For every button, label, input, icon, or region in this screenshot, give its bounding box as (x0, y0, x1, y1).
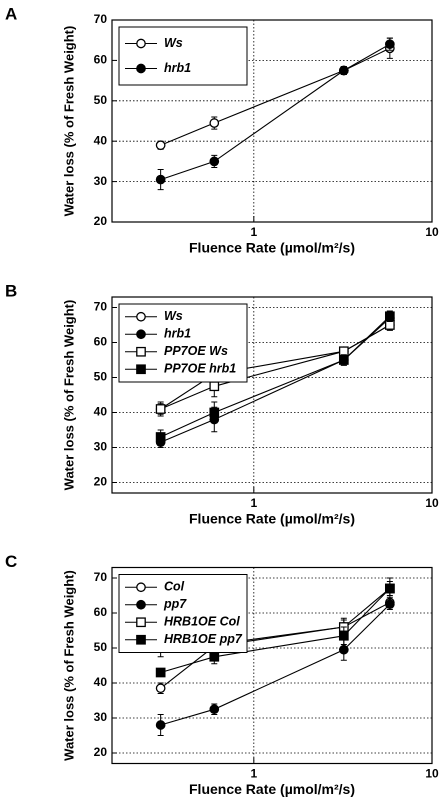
plot-frame (111, 19, 433, 223)
y-tick-label: 20 (94, 745, 108, 759)
legend-marker (136, 346, 146, 357)
y-tick-label: 20 (94, 475, 108, 489)
marker (155, 140, 166, 151)
x-axis-label: Fluence Rate (µmol/m²/s) (189, 511, 355, 527)
legend-marker (136, 38, 146, 49)
y-tick-label: 60 (94, 53, 108, 67)
legend-marker (136, 63, 146, 74)
y-tick-label: 30 (94, 174, 108, 188)
y-tick-label: 50 (94, 640, 108, 654)
marker (384, 311, 395, 322)
marker (384, 599, 395, 610)
y-tick-label: 50 (94, 370, 108, 384)
series-line (160, 43, 391, 181)
legend-label: Ws (164, 36, 183, 50)
plot-frame (111, 566, 433, 765)
y-tick-label: 70 (94, 300, 108, 314)
y-tick-label: 50 (94, 93, 108, 107)
x-tick-label: 10 (425, 496, 439, 510)
legend-marker (136, 329, 146, 340)
x-tick-label: 10 (425, 225, 439, 239)
series-line (160, 47, 391, 146)
legend-label: PP7OE Ws (164, 344, 228, 358)
panel-label: C (5, 552, 17, 571)
y-tick-label: 70 (94, 570, 108, 584)
y-tick-label: 20 (94, 214, 108, 228)
marker (338, 65, 349, 76)
marker (155, 720, 166, 730)
marker (384, 39, 395, 50)
legend-marker (136, 582, 146, 593)
y-tick-label: 40 (94, 675, 108, 689)
x-tick-label: 1 (250, 767, 257, 781)
marker (155, 667, 166, 678)
legend-marker (136, 311, 146, 322)
legend-label: Ws (164, 309, 183, 323)
legend-marker (136, 364, 146, 375)
marker (338, 355, 349, 365)
marker (338, 644, 349, 655)
y-tick-label: 40 (94, 405, 108, 419)
marker (209, 156, 220, 167)
legend-label: HRB1OE Col (164, 615, 240, 629)
legend-marker (136, 599, 146, 610)
x-tick-label: 10 (425, 767, 439, 781)
marker (384, 320, 395, 330)
marker (209, 381, 220, 392)
series-line (160, 602, 391, 689)
marker (155, 683, 166, 694)
legend-label: HRB1OE pp7 (164, 632, 243, 646)
y-tick-label: 30 (94, 710, 108, 724)
y-tick-label: 60 (94, 335, 108, 349)
y-tick-label: 70 (94, 12, 108, 26)
marker (209, 651, 220, 662)
series-line (160, 317, 391, 443)
x-tick-label: 1 (250, 225, 257, 239)
marker (209, 704, 220, 715)
x-axis-label: Fluence Rate (µmol/m²/s) (189, 240, 355, 256)
marker (384, 583, 395, 594)
legend-marker (136, 617, 146, 628)
marker (155, 174, 166, 185)
y-tick-label: 40 (94, 133, 108, 147)
y-axis-label: Water loss (% of Fresh Weight) (61, 570, 76, 761)
legend-marker (136, 634, 146, 645)
series-line (160, 603, 391, 726)
panel-label: B (5, 281, 17, 300)
x-tick-label: 1 (250, 496, 257, 510)
y-axis-label: Water loss (% of Fresh Weight) (61, 300, 76, 491)
y-tick-label: 30 (94, 440, 108, 454)
legend-label: PP7OE hrb1 (164, 362, 236, 376)
legend-label: hrb1 (164, 61, 191, 75)
marker (338, 346, 349, 357)
x-axis-label: Fluence Rate (µmol/m²/s) (189, 781, 355, 797)
y-axis-label: Water loss (% of Fresh Weight) (61, 26, 76, 217)
legend-label: hrb1 (164, 327, 191, 341)
marker (209, 407, 220, 418)
marker (155, 404, 166, 414)
legend-label: pp7 (163, 597, 187, 611)
series-line (160, 315, 391, 438)
plot-frame (111, 296, 433, 494)
series-line (160, 588, 391, 674)
marker (155, 432, 166, 442)
marker (338, 630, 349, 641)
y-tick-label: 60 (94, 605, 108, 619)
legend-label: Col (164, 580, 185, 594)
marker (209, 118, 220, 128)
legend-box (118, 26, 248, 86)
panel-label: A (5, 4, 17, 23)
